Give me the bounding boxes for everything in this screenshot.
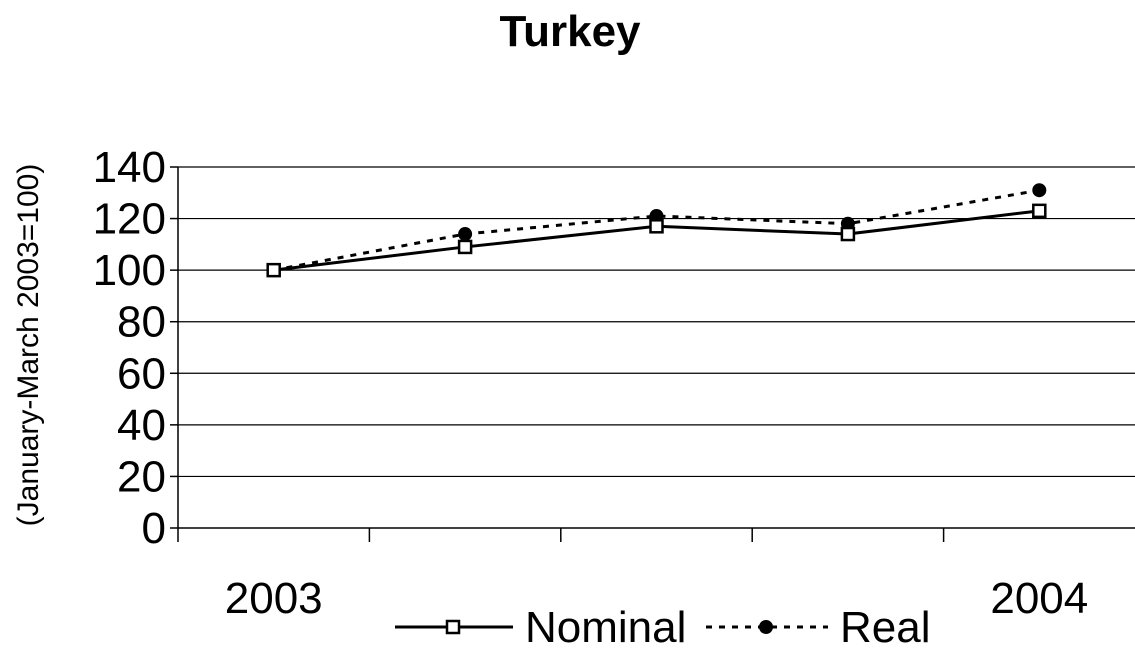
y-tick-label: 20 [117, 452, 166, 501]
y-tick-label: 80 [117, 298, 166, 347]
marker-nominal [649, 219, 664, 234]
marker-nominal [840, 226, 856, 242]
marker-nominal [445, 619, 461, 635]
x-tick-label: 2004 [990, 574, 1088, 623]
y-tick-label: 40 [117, 401, 166, 450]
y-tick-label: 100 [93, 246, 166, 295]
y-tick-label: 0 [142, 504, 166, 553]
marker-real [759, 620, 773, 634]
y-tick-label: 120 [93, 195, 166, 244]
y-axis-label: (January-March 2003=100) [12, 164, 45, 527]
marker-nominal [1032, 203, 1047, 219]
legend-label-real: Real [840, 603, 931, 651]
x-tick-labels: 2003 2004 [225, 574, 1088, 623]
marker-real [1032, 183, 1047, 198]
marker-nominal [457, 239, 473, 255]
x-tick-label: 2003 [225, 574, 323, 623]
marker-nominal [266, 262, 281, 278]
legend: Nominal Real [395, 603, 931, 651]
y-tick-label: 140 [93, 143, 166, 192]
legend-label-nominal: Nominal [525, 603, 686, 651]
axes [170, 166, 1135, 542]
chart-title: Turkey [499, 7, 641, 56]
y-tick-label: 60 [117, 349, 166, 398]
series-group [266, 183, 1047, 278]
marker-real [458, 227, 473, 242]
